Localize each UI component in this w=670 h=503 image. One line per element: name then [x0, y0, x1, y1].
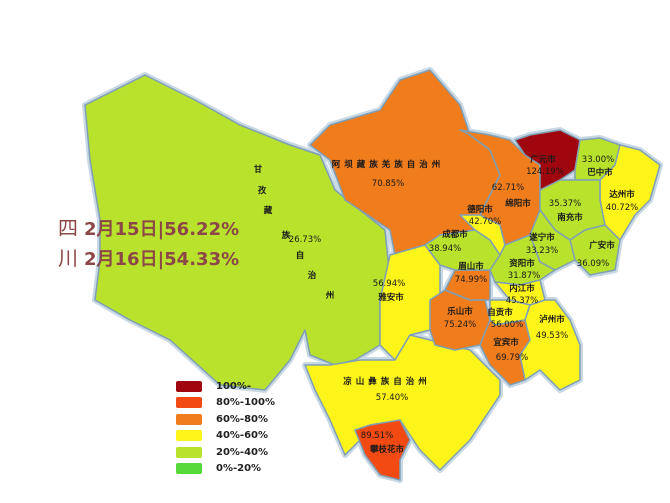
legend-label: 100%- [216, 380, 252, 392]
legend-label: 60%-80% [216, 413, 269, 425]
region-value: 33.23% [526, 246, 558, 256]
region-name: 遂宁市 [529, 232, 555, 243]
region-name: 乐山市 [447, 306, 473, 317]
region-name-char: 自 [296, 250, 305, 261]
region-value: 45.37% [506, 296, 538, 306]
region-value: 49.53% [536, 331, 568, 341]
rate-value: 54.33% [164, 249, 240, 270]
region-name: 德阳市 [467, 204, 493, 215]
legend-item: 80%-100% [176, 395, 275, 412]
region-name: 凉山彝族自治州 [343, 376, 431, 387]
legend-label: 0%-20% [216, 463, 262, 475]
province-char: 川 [58, 246, 78, 270]
region-name: 内江市 [509, 283, 535, 294]
region-name: 资阳市 [509, 258, 535, 269]
region-value: 74.99% [455, 275, 487, 285]
region-value: 40.72% [606, 203, 638, 213]
legend-item: 40%-60% [176, 428, 275, 445]
region-value: 42.70% [469, 217, 501, 227]
province-char: 四 [58, 216, 78, 240]
region-name-char: 孜 [258, 185, 267, 196]
region-value: 75.24% [444, 320, 476, 330]
region-name: 自贡市 [487, 307, 513, 318]
legend-swatch [176, 463, 202, 475]
region-value: 56.94% [373, 279, 405, 289]
region-value: 26.73% [289, 235, 321, 245]
legend-item: 0%-20% [176, 461, 275, 478]
legend-label: 80%-100% [216, 397, 275, 409]
region-value: 33.00% [582, 155, 614, 165]
legend-label: 20%-40% [216, 446, 269, 458]
region-name: 绵阳市 [505, 198, 531, 209]
region-value: 35.37% [549, 199, 581, 209]
region-name: 泸州市 [539, 314, 565, 325]
legend-swatch [176, 430, 202, 442]
legend-swatch [176, 446, 202, 458]
region-name: 巴中市 [587, 167, 613, 178]
rate-value: 56.22% [164, 219, 240, 240]
date-label: 2月16日 [84, 249, 158, 270]
region-name-char: 藏 [264, 205, 273, 216]
legend-item: 100%- [176, 378, 275, 395]
region-name: 眉山市 [458, 261, 484, 272]
region-name: 南充市 [557, 212, 583, 223]
legend-swatch [176, 380, 202, 392]
region-name-char: 族 [282, 230, 291, 241]
region-value: 124.19% [526, 167, 564, 177]
region-name-char: 甘 [254, 164, 263, 175]
region-name-char: 治 [308, 270, 317, 281]
legend-item: 60%-80% [176, 411, 275, 428]
title-line-1: 四 2月15日|56.22% [58, 216, 240, 240]
title-line-2: 川 2月16日|54.33% [58, 246, 240, 270]
region-4 [354, 419, 411, 481]
region-value: 70.85% [372, 179, 404, 189]
region-name: 成都市 [442, 229, 468, 240]
region-6 [444, 269, 491, 301]
region-value: 89.51% [361, 431, 393, 441]
legend-item: 20%-40% [176, 444, 275, 461]
region-14 [569, 224, 621, 276]
region-10 [514, 129, 581, 191]
date-label: 2月15日 [84, 219, 158, 240]
region-value: 38.94% [429, 244, 461, 254]
region-name: 广元市 [530, 154, 556, 165]
region-value: 69.79% [496, 353, 528, 363]
region-20 [519, 299, 581, 391]
region-name: 达州市 [609, 189, 635, 200]
region-value: 57.40% [376, 393, 408, 403]
region-3 [304, 334, 501, 471]
region-name: 广安市 [589, 240, 615, 251]
legend-label: 40%-60% [216, 430, 269, 442]
region-name: 阿坝藏族羌族自治州 [332, 159, 445, 170]
region-value: 36.09% [577, 259, 609, 269]
region-value: 56.00% [491, 320, 523, 330]
region-name-char: 州 [325, 291, 335, 301]
legend-swatch [176, 397, 202, 409]
region-name: 攀枝花市 [369, 444, 405, 455]
region-value: 31.87% [508, 271, 540, 281]
legend-swatch [176, 413, 202, 425]
region-name: 宜宾市 [493, 337, 519, 348]
legend: 100%- 80%-100% 60%-80% 40%-60% 20%-40% 0%-20% [176, 378, 275, 477]
region-value: 62.71% [492, 183, 524, 193]
region-name: 雅安市 [377, 292, 404, 303]
